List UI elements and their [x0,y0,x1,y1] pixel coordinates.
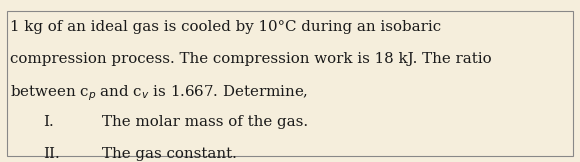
Text: II.: II. [44,147,60,161]
Bar [7,11,573,156]
Text: compression process. The compression work is 18 kJ. The ratio: compression process. The compression wor… [10,52,492,66]
Text: 1 kg of an ideal gas is cooled by 10°C during an isobaric: 1 kg of an ideal gas is cooled by 10°C d… [10,20,441,34]
Text: between c$_p$ and c$_v$ is 1.667. Determine,: between c$_p$ and c$_v$ is 1.667. Determ… [10,83,309,103]
Text: The molar mass of the gas.: The molar mass of the gas. [102,115,307,129]
Text: I.: I. [44,115,55,129]
Text: The gas constant.: The gas constant. [102,147,237,161]
